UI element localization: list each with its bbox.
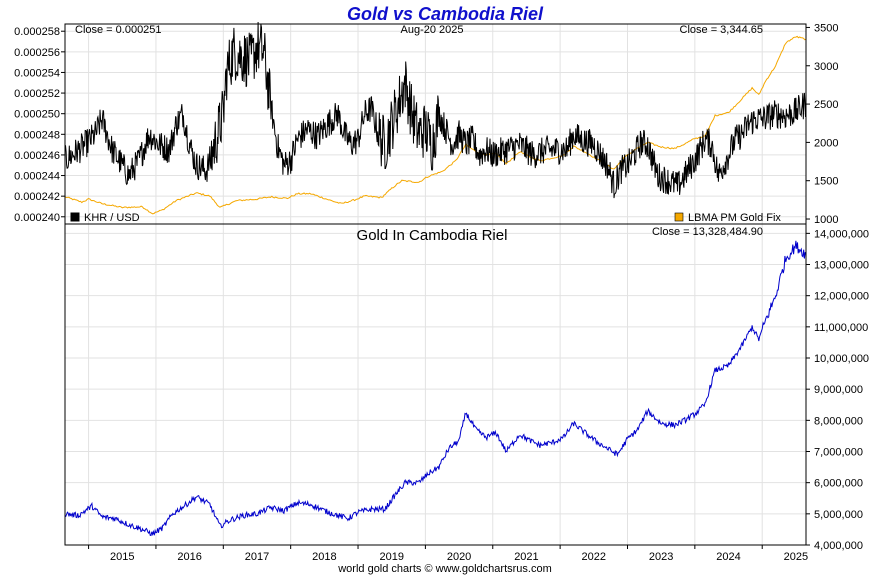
x-tick-label-2018: 2018 xyxy=(312,551,336,563)
top-panel: 0.000240 0.000242 0.000244 0.000246 0.000248… xyxy=(14,21,838,226)
left-tick-label-0.000252: 0.000252 xyxy=(14,88,60,100)
bottom-tick-label-12,000,000: 12,000,000 xyxy=(814,291,869,303)
bottom-tick-label-4,000,000: 4,000,000 xyxy=(814,540,863,552)
top-series-layer xyxy=(64,21,807,215)
bottom-tick-label-9,000,000: 9,000,000 xyxy=(814,384,863,396)
bottom-panel: 4,000,000 5,000,000 6,000,000 7,000,000 8,00… xyxy=(64,223,869,563)
legend-gold-fix-swatch xyxy=(674,212,684,222)
x-tick-label-2015: 2015 xyxy=(110,551,134,563)
x-tick-label-2020: 2020 xyxy=(447,551,471,563)
bottom-chart-title: Gold In Cambodia Riel xyxy=(357,227,508,244)
legend-gold-fix-label: LBMA PM Gold Fix xyxy=(688,212,781,224)
series-line-khr-usd xyxy=(64,21,807,199)
legend-gold-fix: LBMA PM Gold Fix xyxy=(674,212,781,224)
left-tick-label-0.000254: 0.000254 xyxy=(14,67,60,79)
left-close-label: Close = 0.000251 xyxy=(75,24,162,36)
bottom-tick-label-6,000,000: 6,000,000 xyxy=(814,478,863,490)
chart-title: Gold vs Cambodia Riel xyxy=(347,4,544,24)
left-tick-label-0.000256: 0.000256 xyxy=(14,47,60,59)
x-tick-label-2025: 2025 xyxy=(784,551,808,563)
bottom-gridlines xyxy=(65,224,806,546)
left-tick-label-0.000250: 0.000250 xyxy=(14,109,60,121)
x-tick-label-2017: 2017 xyxy=(245,551,269,563)
bottom-right-axis: 4,000,000 5,000,000 6,000,000 7,000,000 8,00… xyxy=(806,228,869,552)
series-line-gold-in-khr xyxy=(64,240,807,537)
x-tick-label-2021: 2021 xyxy=(514,551,538,563)
left-tick-label-0.000248: 0.000248 xyxy=(14,129,60,141)
left-tick-label-0.000242: 0.000242 xyxy=(14,191,60,203)
legend-khr-usd-swatch xyxy=(70,212,80,222)
right-tick-label-2500: 2500 xyxy=(814,99,838,111)
bottom-tick-label-13,000,000: 13,000,000 xyxy=(814,260,869,272)
right-tick-label-1000: 1000 xyxy=(814,214,838,226)
left-tick-label-0.000246: 0.000246 xyxy=(14,150,60,162)
bottom-close-label: Close = 13,328,484.90 xyxy=(652,226,763,238)
bottom-tick-label-5,000,000: 5,000,000 xyxy=(814,509,863,521)
x-tick-label-2019: 2019 xyxy=(379,551,403,563)
right-tick-label-3500: 3500 xyxy=(814,22,838,34)
footer-credit: world gold charts © www.goldchartsrus.co… xyxy=(337,563,552,575)
bottom-tick-label-11,000,000: 11,000,000 xyxy=(814,322,868,334)
bottom-plot-frame xyxy=(64,223,807,546)
right-close-label: Close = 3,344.65 xyxy=(680,24,763,36)
right-tick-label-2000: 2000 xyxy=(814,137,838,149)
bottom-tick-label-10,000,000: 10,000,000 xyxy=(814,353,869,365)
top-right-axis: 1000 1500 2000 2500 3000 3500 xyxy=(806,22,838,226)
legend-khr-usd: KHR / USD xyxy=(70,212,140,224)
bottom-tick-label-7,000,000: 7,000,000 xyxy=(814,447,863,459)
date-label: Aug-20 2025 xyxy=(401,24,464,36)
series-line-lbma-gold-fix xyxy=(64,35,807,215)
top-left-axis: 0.000240 0.000242 0.000244 0.000246 0.000248… xyxy=(14,26,65,224)
x-tick-label-2016: 2016 xyxy=(177,551,201,563)
left-tick-label-0.000240: 0.000240 xyxy=(14,212,60,224)
left-tick-label-0.000244: 0.000244 xyxy=(14,171,60,183)
x-tick-label-2023: 2023 xyxy=(649,551,673,563)
right-tick-label-1500: 1500 xyxy=(814,176,838,188)
right-tick-label-3000: 3000 xyxy=(814,61,838,73)
x-tick-label-2022: 2022 xyxy=(582,551,606,563)
left-tick-label-0.000258: 0.000258 xyxy=(14,26,60,38)
legend-khr-usd-label: KHR / USD xyxy=(84,212,140,224)
bottom-tick-label-8,000,000: 8,000,000 xyxy=(814,415,863,427)
x-axis: 2015 2016 2017 2018 2019 2020 2021 2022 2023 2024… xyxy=(88,545,808,563)
bottom-series-layer xyxy=(64,240,807,537)
x-tick-label-2024: 2024 xyxy=(716,551,740,563)
bottom-tick-label-14,000,000: 14,000,000 xyxy=(814,228,869,240)
